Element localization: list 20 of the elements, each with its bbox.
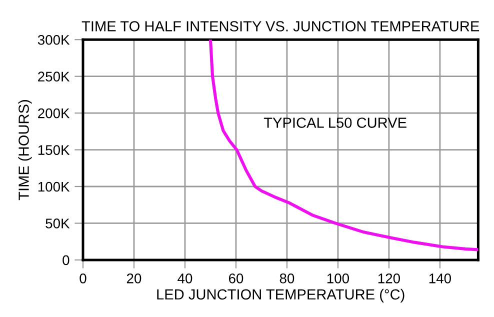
x-tick-label: 0 [80, 274, 86, 284]
line-series [208, 40, 478, 252]
y-tick-label: 0 [62, 255, 70, 266]
x-tick-label: 100 [327, 274, 350, 284]
y-tick-label: 300K [38, 34, 70, 45]
chart-title: TIME TO HALF INTENSITY VS. JUNCTION TEMPERATURE [82, 21, 480, 32]
x-tick-label: 40 [178, 274, 192, 284]
x-tick-label: 20 [126, 274, 142, 284]
x-tick-label: 60 [228, 274, 244, 284]
x-tick-label: 120 [378, 274, 400, 284]
y-tick-label: 150K [38, 145, 70, 155]
y-tick-label: 100K [38, 182, 70, 192]
y-axis-title: TIME (HOURS) [18, 100, 32, 200]
y-tick-label: 250K [38, 72, 70, 82]
y-tick-label: 200K [38, 108, 70, 118]
x-tick-label: 140 [429, 274, 451, 284]
x-axis-title: LED JUNCTION TEMPERATURE (°C) [157, 288, 404, 302]
x-tick-label: 80 [280, 274, 294, 284]
annotation: TYPICAL L50 CURVE [264, 118, 406, 128]
y-tick-label: 50K [46, 218, 70, 228]
